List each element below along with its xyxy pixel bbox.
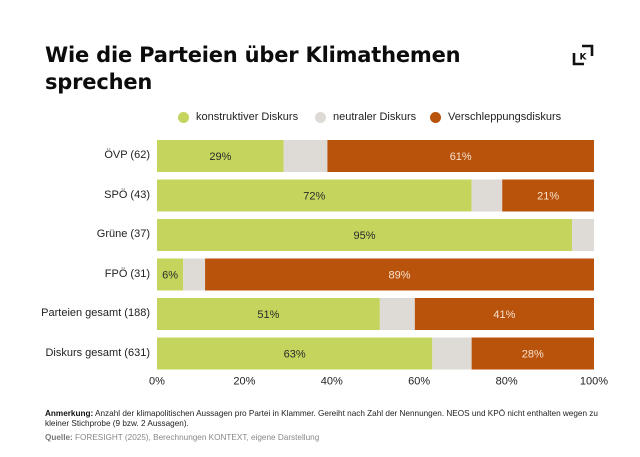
category-label: SPÖ (43) [104,188,150,201]
x-tick-label: 40% [321,376,343,388]
legend-label: neutraler Diskurs [333,111,417,123]
legend-item-neutral: neutraler Diskurs [315,111,416,123]
data-label: 63% [284,349,306,361]
svg-text:K: K [580,53,588,63]
source-label: Quelle: [45,433,73,442]
bar-segment-konstruktiv [157,298,380,330]
category-label: ÖVP (62) [104,149,150,161]
category-label: Grüne (37) [96,228,150,240]
bar-segment-konstruktiv [157,179,472,212]
source-text: FORESIGHT (2025), Berechnungen KONTEXT, … [72,433,320,442]
bar-segment-konstruktiv [157,140,284,172]
legend-swatch-verschleppung [430,111,441,123]
bar-segment-neutral [379,298,415,330]
data-label: 29% [209,151,231,163]
bar-segment-konstruktiv [157,258,184,291]
bar-segment-neutral [432,337,472,370]
category-label: Diskurs gesamt (631) [45,346,150,359]
note-text: Anzahl der klimapolitischen Aussagen pro… [45,409,598,428]
bar-segment-konstruktiv [157,337,433,370]
data-label: 61% [450,151,472,163]
bar-segment-neutral [183,258,206,291]
data-label: 51% [257,309,279,321]
bar-segment-verschleppung [205,258,594,291]
kontext-logo-icon: K [572,44,594,66]
data-label: 95% [354,230,376,242]
bar-segment-neutral [471,179,503,212]
data-label: 72% [303,191,325,203]
bar-segment-konstruktiv [157,219,573,251]
bar-segment-neutral [572,219,594,251]
chart-legend: konstruktiver Diskurs neutraler Diskurs … [0,111,640,127]
x-tick-label: 20% [233,376,255,388]
bar-segment-verschleppung [471,337,594,370]
chart-note: Anmerkung: Anzahl der klimapolitischen A… [45,409,605,428]
x-tick-label: 0% [149,376,165,388]
legend-swatch-konstruktiv [178,111,189,123]
data-label: 89% [389,270,411,282]
data-label: 21% [537,191,559,203]
x-tick-label: 60% [408,376,430,388]
data-label: 6% [162,270,178,282]
chart-title: Wie die Parteien über Klimathemen sprech… [45,43,461,94]
legend-label: konstruktiver Diskurs [196,111,299,123]
bar-segment-verschleppung [502,179,594,212]
legend-item-konstruktiv: konstruktiver Diskurs [178,111,298,123]
note-label: Anmerkung: [45,409,94,418]
bar-segment-verschleppung [327,140,594,172]
bar-segment-neutral [283,140,328,172]
data-label: 28% [522,349,544,361]
legend-swatch-neutral [315,111,326,123]
legend-label: Verschleppungsdiskurs [448,111,562,123]
category-label: Parteien gesamt (188) [41,307,150,319]
category-label: FPÖ (31) [104,267,150,280]
x-tick-label: 100% [580,376,608,388]
x-tick-label: 80% [496,376,518,388]
legend-item-verschleppung: Verschleppungsdiskurs [430,111,561,123]
chart-source: Quelle: FORESIGHT (2025), Berechnungen K… [45,433,319,442]
bar-segment-verschleppung [414,298,594,330]
data-label: 41% [493,309,515,321]
